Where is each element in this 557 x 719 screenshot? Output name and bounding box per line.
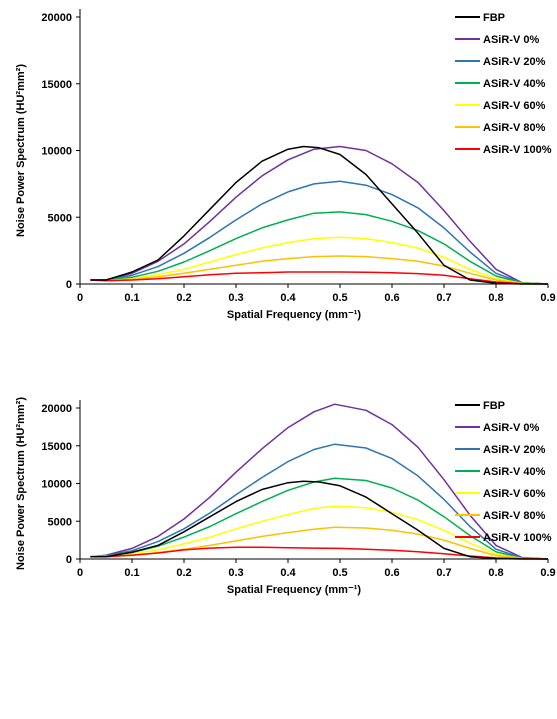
legend-label: ASiR-V 60%	[483, 488, 546, 500]
x-tick-label: 0.4	[280, 567, 296, 579]
legend-label: ASiR-V 0%	[483, 422, 539, 434]
x-tick-label: 0.8	[488, 567, 503, 579]
x-tick-label: 0.1	[124, 567, 139, 579]
y-tick-label: 0	[66, 279, 72, 291]
x-tick-label: 0.2	[176, 292, 191, 304]
y-axis-title: Noise Power Spectrum (HU²mm²)	[15, 397, 27, 570]
legend-label: ASiR-V 100%	[483, 144, 552, 156]
x-tick-label: 0.4	[280, 292, 296, 304]
x-tick-label: 0.7	[436, 292, 451, 304]
x-tick-label: 0.2	[176, 567, 191, 579]
legend-label: ASiR-V 60%	[483, 100, 546, 112]
series-line-asir-v-20	[90, 180, 549, 285]
legend-label: FBP	[483, 12, 505, 24]
series-line-fbp	[90, 145, 548, 285]
y-tick-label: 10000	[41, 146, 72, 158]
x-axis-title: Spatial Frequency (mm⁻¹)	[227, 309, 362, 321]
legend-label: ASiR-V 100%	[483, 532, 552, 544]
y-tick-label: 20000	[41, 12, 72, 24]
legend-label: ASiR-V 40%	[483, 78, 546, 90]
x-tick-label: 0.1	[124, 292, 139, 304]
y-tick-label: 5000	[48, 516, 72, 528]
series-line-asir-v-80	[90, 255, 549, 285]
legend-label: ASiR-V 20%	[483, 444, 546, 456]
x-tick-label: 0.3	[228, 292, 243, 304]
x-tick-label: 0.3	[228, 567, 243, 579]
x-tick-label: 0.8	[488, 292, 503, 304]
series-line-asir-v-0	[90, 145, 549, 285]
chart-top: 0 5000 10000 15000 20000 0 0.1 0.2 0.3 0.4 0.5 0.6 0…	[15, 9, 556, 321]
x-tick-label: 0.7	[436, 567, 451, 579]
legend-label: ASiR-V 0%	[483, 34, 539, 46]
x-tick-label: 0	[77, 567, 83, 579]
x-tick-label: 0.9	[540, 567, 555, 579]
y-tick-label: 5000	[48, 212, 72, 224]
chart-bottom: 0 5000 10000 15000 20000 0 0.1 0.2 0.3 0.4 0.5 0.6 0…	[15, 397, 556, 596]
y-tick-label: 0	[66, 554, 72, 566]
x-axis-title: Spatial Frequency (mm⁻¹)	[227, 584, 362, 596]
legend-label: FBP	[483, 400, 505, 412]
x-tick-label: 0.5	[332, 292, 347, 304]
x-tick-label: 0.5	[332, 567, 347, 579]
x-tick-label: 0.6	[384, 292, 399, 304]
x-tick-label: 0.9	[540, 292, 555, 304]
series-line-asir-v-60	[90, 236, 549, 285]
legend-label: ASiR-V 20%	[483, 56, 546, 68]
y-tick-label: 20000	[41, 403, 72, 415]
x-tick-label: 0	[77, 292, 83, 304]
y-tick-label: 15000	[41, 441, 72, 453]
legend-label: ASiR-V 80%	[483, 510, 546, 522]
series-line-asir-v-100	[90, 271, 549, 285]
series-line-asir-v-60	[90, 505, 549, 560]
legend-label: ASiR-V 80%	[483, 122, 546, 134]
series-line-fbp	[90, 480, 548, 560]
x-tick-label: 0.6	[384, 567, 399, 579]
legend-label: ASiR-V 40%	[483, 466, 546, 478]
y-tick-label: 10000	[41, 479, 72, 491]
y-axis-title: Noise Power Spectrum (HU²mm²)	[15, 64, 27, 237]
y-tick-label: 15000	[41, 79, 72, 91]
series-line-asir-v-20	[90, 443, 549, 560]
series-line-asir-v-40	[90, 211, 549, 285]
series-line-asir-v-80	[90, 526, 549, 560]
